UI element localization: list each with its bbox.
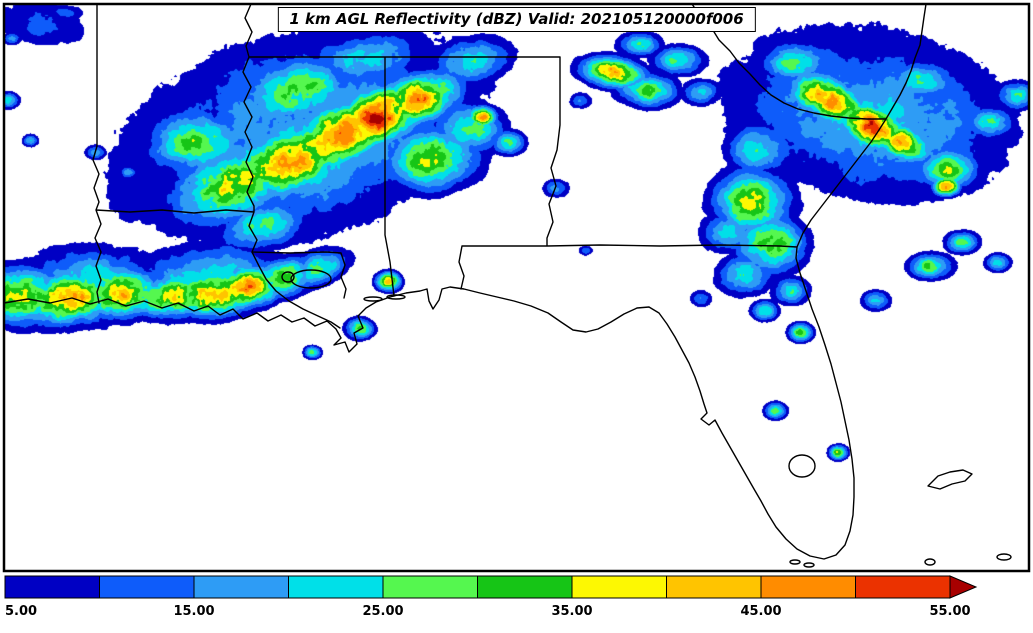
colorbar-tick-label: 25.00 bbox=[362, 604, 403, 619]
reflectivity-layer bbox=[4, 4, 1029, 571]
plot-title: 1 km AGL Reflectivity (dBZ) Valid: 20210… bbox=[289, 10, 744, 28]
lake-okeechobee bbox=[788, 454, 816, 478]
island bbox=[924, 558, 936, 566]
barrier-island bbox=[363, 296, 383, 302]
state-borders-and-rivers bbox=[92, 3, 887, 329]
island bbox=[803, 562, 815, 568]
colorbar-segment bbox=[760, 575, 856, 599]
gulf-atlantic-coastline bbox=[3, 3, 927, 560]
colorbar-segment bbox=[855, 575, 951, 599]
colorbar-segment bbox=[4, 575, 100, 599]
colorbar-tick-label: 45.00 bbox=[740, 604, 781, 619]
colorbar-segment bbox=[382, 575, 478, 599]
lake-maurepas bbox=[281, 271, 295, 283]
barrier-island bbox=[386, 294, 406, 300]
colorbar-segment bbox=[666, 575, 762, 599]
island bbox=[927, 469, 973, 490]
colorbar-tick-label: 15.00 bbox=[173, 604, 214, 619]
colorbar-segment bbox=[571, 575, 667, 599]
colorbar: 5.00 15.00 25.00 35.00 45.00 55.00 bbox=[4, 575, 978, 619]
lake-pontchartrain bbox=[290, 269, 332, 289]
colorbar-over-arrow bbox=[949, 575, 978, 599]
colorbar-tick-label: 5.00 bbox=[5, 604, 37, 619]
map-frame bbox=[2, 2, 1031, 573]
colorbar-segment bbox=[288, 575, 384, 599]
colorbar-tick-label: 55.00 bbox=[929, 604, 970, 619]
colorbar-segment bbox=[477, 575, 573, 599]
colorbar-tick-label: 35.00 bbox=[551, 604, 592, 619]
colorbar-segment bbox=[99, 575, 195, 599]
island bbox=[789, 559, 801, 565]
plot-title-box: 1 km AGL Reflectivity (dBZ) Valid: 20210… bbox=[277, 7, 756, 32]
colorbar-segment bbox=[193, 575, 289, 599]
island bbox=[996, 553, 1012, 561]
